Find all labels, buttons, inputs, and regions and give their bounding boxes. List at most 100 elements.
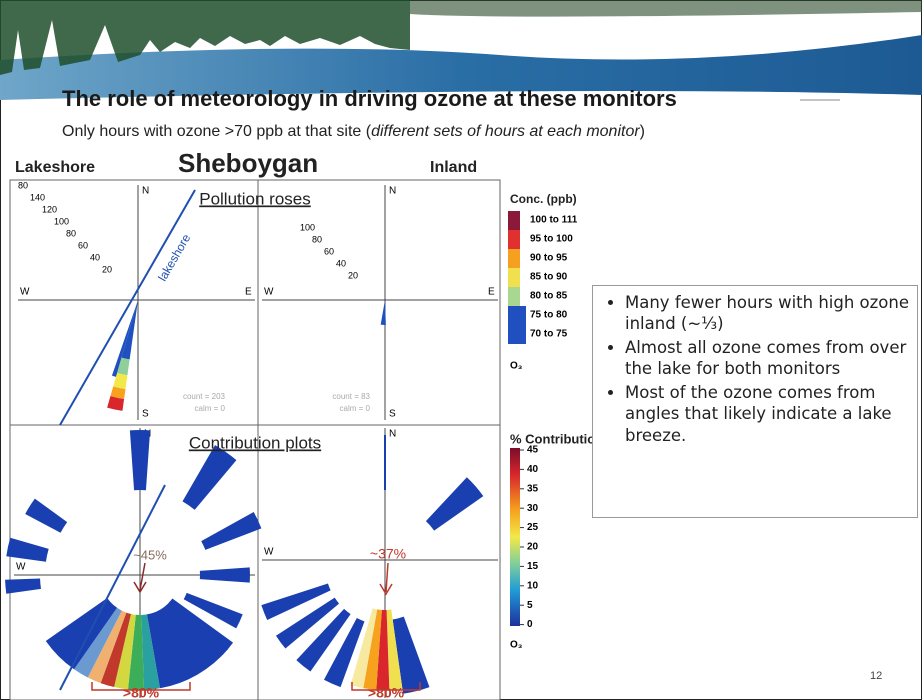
- conc-legend-title: Conc. (ppb): [510, 192, 577, 206]
- wedge: [45, 597, 118, 670]
- legend-swatch: [508, 306, 526, 325]
- radial-label: 100: [300, 222, 315, 232]
- left-bracket-label: >80%: [123, 685, 160, 700]
- radial-label: 40: [90, 252, 100, 262]
- legend-item: 90 to 95: [530, 253, 568, 264]
- lakeshore-line: [59, 484, 166, 691]
- wedge: [129, 430, 151, 491]
- direction-label: E: [488, 287, 495, 298]
- contribution-title: Contribution plots: [189, 433, 321, 452]
- radial-label: 20: [102, 264, 112, 274]
- wedge: [425, 477, 484, 531]
- left-bracket: [91, 682, 191, 696]
- colorbar-label: 40: [527, 464, 539, 475]
- wedge: [117, 357, 130, 376]
- legend-item: 80 to 85: [530, 291, 568, 302]
- wedge: [380, 300, 386, 326]
- legend-swatch: [508, 325, 526, 344]
- right-bracket: [351, 682, 421, 696]
- wedge: [363, 609, 382, 690]
- direction-label: E: [245, 287, 252, 298]
- wedge: [350, 608, 378, 689]
- wedge: [127, 614, 145, 690]
- bullet: Almost all ozone comes from over the lak…: [625, 337, 909, 380]
- legend-swatch: [508, 211, 520, 230]
- right-peak: ~37%: [370, 546, 406, 562]
- wedge: [114, 613, 136, 690]
- legend-swatch: [508, 287, 520, 306]
- colorbar-label: 25: [527, 522, 539, 533]
- wedge: [121, 300, 138, 360]
- right-bracket-label: >80%: [368, 685, 405, 700]
- wedge: [182, 445, 237, 510]
- legend-item: 85 to 90: [530, 272, 568, 283]
- colorbar-label: 15: [527, 561, 539, 572]
- left-peak: ~45%: [133, 547, 167, 562]
- colorbar-label: 5: [527, 600, 533, 611]
- legend-swatch: [508, 268, 520, 287]
- top-band: [0, 0, 922, 17]
- direction-label: S: [142, 409, 149, 420]
- colorbar-label: 45: [527, 445, 539, 456]
- wedge: [6, 537, 49, 562]
- radial-label: 60: [324, 246, 334, 256]
- wedge: [296, 608, 351, 672]
- city-label: Sheboygan: [178, 148, 318, 178]
- lakeshore-label: Lakeshore: [15, 159, 95, 176]
- radial-label: 140: [30, 192, 45, 202]
- lakeshore-line: [59, 189, 196, 426]
- colorbar-label: 35: [527, 483, 539, 494]
- wedge: [141, 614, 160, 690]
- wedge: [376, 609, 390, 690]
- legend-item: 70 to 75: [530, 329, 568, 340]
- legend-pollutant: O₃: [510, 361, 523, 372]
- legend-item: 75 to 80: [530, 310, 568, 321]
- radial-label: 120: [42, 204, 57, 214]
- wedge: [107, 396, 125, 411]
- radial-label: 20: [348, 270, 358, 280]
- wedge: [275, 597, 340, 649]
- contribution-legend-title: % Contribution: [510, 431, 603, 446]
- bullet: Most of the ozone comes from angles that…: [625, 382, 909, 446]
- wedge: [146, 600, 229, 689]
- wedge: [199, 567, 250, 583]
- right-peak-arrow: [379, 562, 393, 596]
- wedge: [201, 511, 262, 550]
- wedge: [323, 617, 365, 688]
- plot-shapes: NWSENWSENWNW8014012010080604020100806040…: [5, 180, 578, 698]
- direction-label: W: [264, 547, 274, 558]
- direction-label: W: [16, 562, 26, 573]
- bullet-box: Many fewer hours with high ozone inland …: [592, 285, 918, 518]
- radial-label: 60: [78, 240, 88, 250]
- radial-label: 80: [18, 180, 28, 190]
- radial-label: 40: [336, 258, 346, 268]
- colorbar-label: 20: [527, 542, 539, 553]
- legend-swatch: [508, 230, 520, 249]
- bullet: Many fewer hours with high ozone inland …: [625, 292, 909, 335]
- legend-swatch: [508, 249, 520, 268]
- page-number: 12: [870, 670, 882, 682]
- slide-title: The role of meteorology in driving ozone…: [62, 86, 677, 111]
- wedge: [183, 592, 243, 629]
- lake-banner: [0, 35, 922, 100]
- subtitle-emphasis: different sets of hours at each monitor: [371, 123, 640, 140]
- colorbar-label: 0: [527, 619, 533, 630]
- color-bar: [510, 448, 520, 626]
- wedge: [113, 373, 128, 390]
- wedge: [100, 612, 132, 688]
- legend-item: 100 to 111: [530, 215, 578, 226]
- radial-label: 80: [66, 228, 76, 238]
- subtitle-part: Only hours with ozone >70 ppb at that si…: [62, 123, 372, 140]
- left-peak-arrow: [133, 562, 147, 594]
- count-label: count = 83: [332, 392, 370, 401]
- radial-label: 100: [54, 216, 69, 226]
- bullet-list: Many fewer hours with high ozone inland …: [597, 292, 909, 446]
- colorbar-label: 10: [527, 580, 539, 591]
- colorbar-label: 30: [527, 503, 539, 514]
- wedge: [111, 300, 138, 377]
- wedge: [261, 583, 331, 620]
- wedge: [87, 610, 127, 684]
- direction-label: N: [389, 429, 396, 440]
- direction-label: N: [389, 186, 396, 197]
